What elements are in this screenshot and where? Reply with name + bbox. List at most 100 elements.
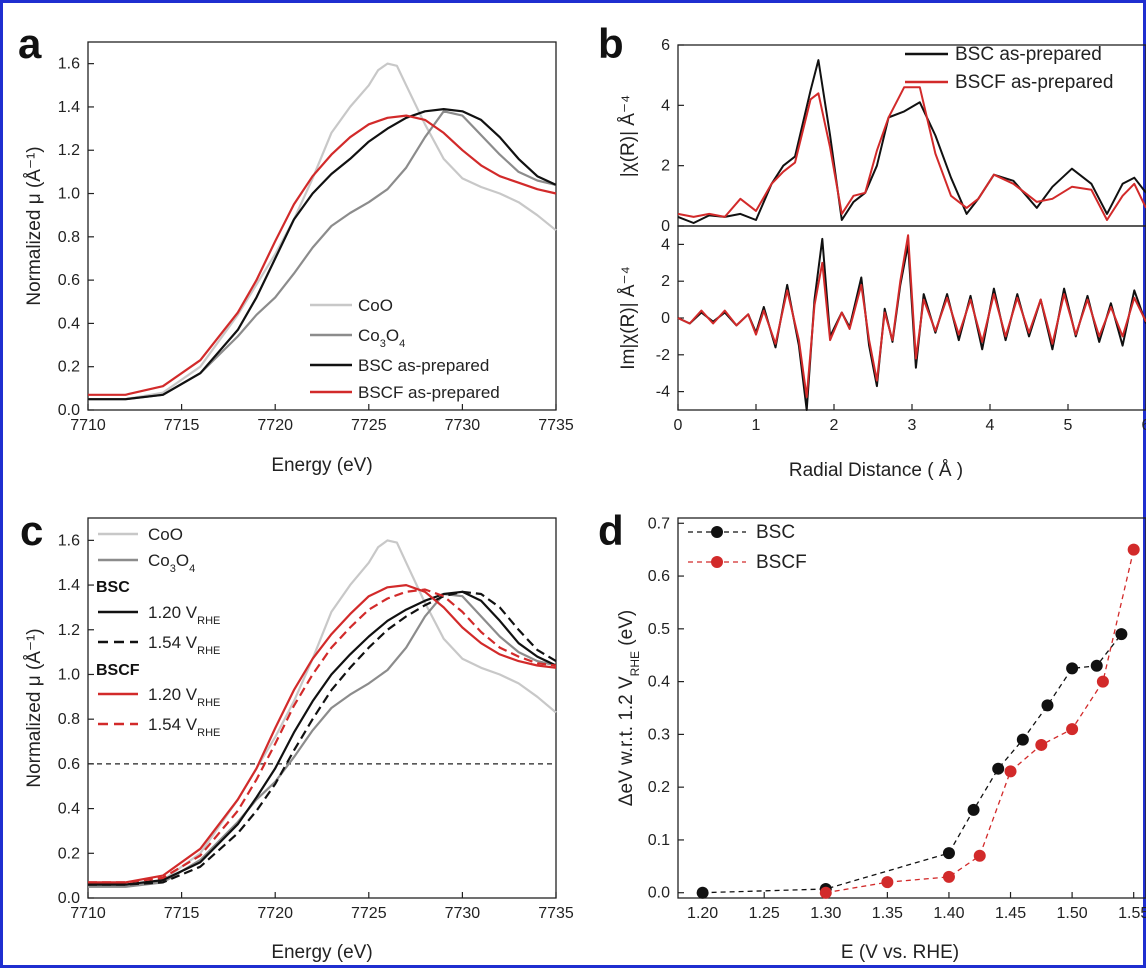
bsc-point: [1090, 659, 1103, 672]
panel-label-b: b: [598, 20, 624, 67]
x-tick-label: 7725: [351, 905, 387, 922]
x-tick-label: 3: [908, 417, 917, 434]
bscf-point: [1004, 765, 1017, 778]
x-tick-label: 0: [674, 417, 683, 434]
y-axis-label-top: |χ(R)| Å⁻⁴: [618, 95, 639, 177]
y-tick-label: 6: [661, 37, 670, 54]
y-tick-label: -4: [656, 384, 670, 401]
y-tick-label: 2: [661, 158, 670, 175]
x-tick-label: 1: [752, 417, 761, 434]
legend-co3o4-o: O: [176, 551, 189, 570]
y-tick-label: 0.0: [58, 890, 80, 907]
bscf-point: [1066, 723, 1079, 736]
x-tick-label: 7710: [70, 905, 106, 922]
bscf-chi-line: [677, 86, 1146, 221]
x-tick-label: 1.35: [872, 905, 903, 922]
co3o4-line: [88, 110, 557, 401]
legend-label-coo: CoO: [148, 525, 183, 544]
y-tick-label: 0.2: [648, 779, 670, 796]
bscf-im-line: [677, 234, 1146, 399]
legend-label-bscf-120-line-sub: RHE: [197, 697, 220, 709]
legend-label-co3o4-main: Co: [148, 551, 170, 570]
legend-label-bsc-154-line-main: 1.54 V: [148, 633, 198, 652]
panel-label-c: c: [20, 507, 43, 554]
bsc-point: [967, 803, 980, 816]
y-tick-label: 0.6: [648, 568, 670, 585]
x-tick-label: 7730: [445, 905, 481, 922]
x-axis-label: Energy (eV): [271, 455, 372, 476]
plot-frame: [87, 41, 557, 411]
bscf-point: [942, 870, 955, 883]
x-tick-label: 1.30: [810, 905, 841, 922]
bsc-point: [696, 886, 709, 899]
y-tick-label: 0.2: [58, 845, 80, 862]
bscf-point: [819, 886, 832, 899]
y-tick-label: 1.4: [58, 99, 80, 116]
chart-panel-a: 7710 7715 7720 7725 7730 7735 0.0 0.2 0.4 0.6 0.8 1…: [24, 41, 574, 476]
x-tick-label: 7710: [70, 417, 106, 434]
bsc-point: [1041, 699, 1054, 712]
y-axis-label-bottom: Im|χ(R)| Å⁻⁴: [618, 266, 639, 369]
x-tick-label: 7725: [351, 417, 387, 434]
legend-co3o4-o: O: [386, 326, 399, 345]
y-tick-label: 1.2: [58, 142, 80, 159]
bscf-line: [88, 114, 557, 396]
y-tick-label: 1.6: [58, 56, 80, 73]
bsc-point: [1115, 628, 1128, 641]
y-tick-label: 0.3: [648, 726, 670, 743]
x-tick-label: 7730: [445, 417, 481, 434]
bscf-point: [881, 876, 894, 889]
x-tick-label: 7735: [538, 417, 574, 434]
legend-label-1: BSCF as-prepared: [955, 72, 1113, 93]
x-axis-label: E (V vs. RHE): [841, 942, 959, 963]
x-axis-label: Radial Distance ( Å ): [789, 460, 963, 481]
bscf-154-line: [88, 588, 557, 884]
bsc-im-line: [677, 237, 1146, 411]
bsc-point: [992, 762, 1005, 775]
x-tick-label: 7720: [257, 905, 293, 922]
x-tick-label: 7715: [164, 417, 200, 434]
x-tick-label: 1.45: [995, 905, 1026, 922]
bsc-connector: [702, 633, 1122, 894]
y-tick-label: 1.0: [58, 186, 80, 203]
panel-label-d: d: [598, 507, 624, 554]
y-tick-label: 0.1: [648, 832, 670, 849]
legend-label-bscf-154-line-main: 1.54 V: [148, 715, 198, 734]
legend-label-co3o4-main: Co: [358, 326, 380, 345]
plot-frame: [677, 517, 1146, 899]
y-tick-label: 0.4: [648, 674, 670, 691]
x-tick-label: 1.25: [749, 905, 780, 922]
legend-label-bscf: BSCF: [756, 552, 807, 573]
y-tick-label: 1.6: [58, 532, 80, 549]
bscf-point: [1096, 675, 1109, 688]
bsc-point: [1016, 733, 1029, 746]
bscf-connector: [825, 549, 1135, 894]
y-axis-label-unit: (eV): [616, 610, 637, 651]
legend-marker-bscf: [711, 556, 723, 568]
y-axis-label-sub: RHE: [628, 651, 642, 676]
y-tick-label: 0.5: [648, 621, 670, 638]
y-tick-label: 0: [661, 310, 670, 327]
plot-frame: [87, 517, 557, 899]
legend-group-bsc: BSC: [96, 579, 130, 596]
y-tick-label: 0.8: [58, 711, 80, 728]
bsc-154-line: [88, 590, 557, 886]
legend-label-bscf-120-line: 1.20 VRHE: [148, 685, 220, 709]
y-tick-label: 1.2: [58, 622, 80, 639]
bsc-120-line: [88, 590, 557, 886]
y-tick-label: 1.0: [58, 666, 80, 683]
x-tick-label: 1.50: [1057, 905, 1088, 922]
coo-line: [88, 539, 557, 888]
y-axis-label: Normalized μ (Å⁻¹): [24, 146, 45, 305]
legend-co3o4-sub4: 4: [189, 563, 195, 575]
legend-label-bsc: BSC: [756, 522, 795, 543]
legend-label-bsc-154-line-sub: RHE: [197, 645, 220, 657]
legend-label-bscf-line: BSCF as-prepared: [358, 383, 500, 402]
y-tick-label: 4: [661, 97, 670, 114]
y-tick-label: 0.8: [58, 229, 80, 246]
legend-label-bscf-120-line-main: 1.20 V: [148, 685, 198, 704]
legend-label-bsc-120-line-main: 1.20 V: [148, 603, 198, 622]
legend-label-bscf-154-line: 1.54 VRHE: [148, 715, 220, 739]
y-tick-label: 0.7: [648, 515, 670, 532]
